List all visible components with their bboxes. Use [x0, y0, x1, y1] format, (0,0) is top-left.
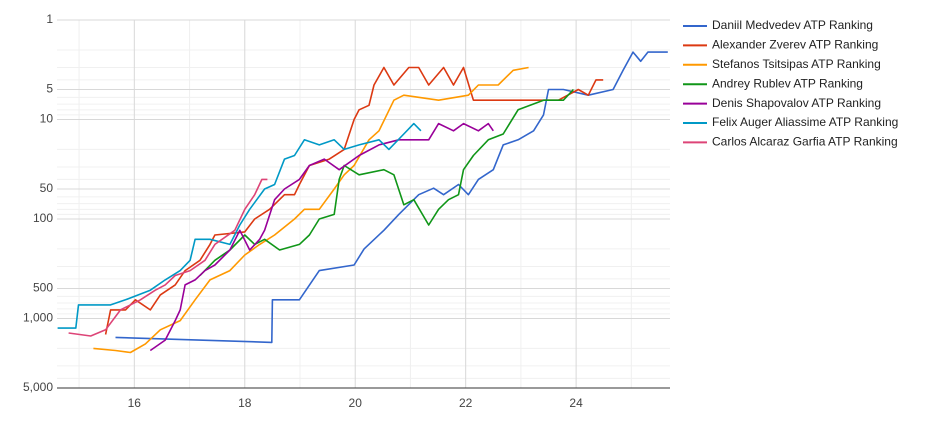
y-tick-label: 100	[33, 211, 53, 225]
x-tick-label: 24	[569, 396, 583, 410]
series-line	[93, 66, 529, 354]
legend-label: Andrey Rublev ATP Ranking	[712, 76, 863, 90]
x-tick-label: 18	[238, 396, 252, 410]
legend-label: Felix Auger Aliassime ATP Ranking	[712, 115, 898, 129]
x-tick-label: 22	[459, 396, 473, 410]
y-tick-label: 10	[40, 112, 54, 126]
legend-label: Alexander Zverev ATP Ranking	[712, 38, 878, 52]
y-tick-label: 50	[40, 181, 54, 195]
legend-label: Carlos Alcaraz Garfia ATP Ranking	[712, 135, 898, 149]
series-line	[115, 51, 668, 344]
y-tick-label: 1	[46, 12, 53, 26]
series-line	[104, 66, 604, 335]
legend-label: Daniil Medvedev ATP Ranking	[712, 18, 873, 32]
y-tick-label: 500	[33, 281, 53, 295]
legend-label: Stefanos Tsitsipas ATP Ranking	[712, 57, 881, 71]
legend-label: Denis Shapovalov ATP Ranking	[712, 96, 881, 110]
series-line	[199, 88, 574, 277]
series-line	[57, 122, 422, 329]
series-line	[68, 178, 268, 337]
x-tick-label: 20	[349, 396, 363, 410]
y-tick-label: 5,000	[23, 380, 53, 394]
x-tick-label: 16	[128, 396, 142, 410]
y-tick-label: 5	[46, 82, 53, 96]
y-tick-label: 1,000	[23, 311, 53, 325]
series-line	[149, 122, 494, 352]
